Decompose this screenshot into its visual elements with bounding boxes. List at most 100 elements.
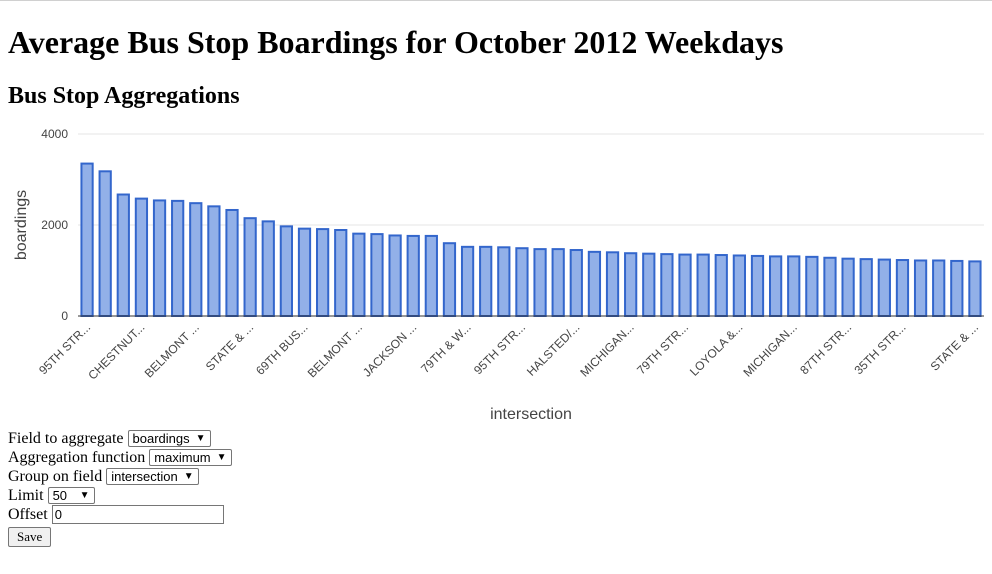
offset-input[interactable] bbox=[51, 505, 224, 524]
bar bbox=[587, 250, 602, 317]
bar bbox=[515, 247, 529, 317]
save-button[interactable]: Save bbox=[8, 527, 52, 547]
x-tick-label: STATE & ... bbox=[203, 320, 256, 373]
x-tick-label: 69TH BUS... bbox=[253, 320, 311, 378]
dropdown-arrow-icon: ▼ bbox=[79, 490, 90, 501]
x-tick-label: 79TH & W... bbox=[418, 320, 474, 376]
bar bbox=[297, 227, 312, 317]
x-tick-label: 95TH STR... bbox=[471, 320, 528, 377]
y-tick-label: 0 bbox=[61, 309, 68, 323]
bar bbox=[134, 197, 149, 317]
bar bbox=[913, 259, 928, 318]
dropdown-arrow-icon: ▼ bbox=[195, 433, 206, 444]
bar bbox=[98, 170, 112, 318]
bar bbox=[877, 258, 891, 317]
field-row: Field to aggregate boardings ▼ bbox=[8, 429, 232, 448]
limit-row: Limit 50 ▼ bbox=[8, 486, 232, 505]
x-tick-label: STATE & ... bbox=[928, 320, 981, 373]
group-row: Group on field intersection ▼ bbox=[8, 467, 232, 486]
bar bbox=[732, 254, 746, 317]
bar bbox=[442, 242, 457, 317]
bar bbox=[370, 233, 384, 317]
y-tick-label: 2000 bbox=[41, 218, 68, 232]
bar bbox=[424, 234, 438, 317]
bar bbox=[714, 254, 728, 317]
offset-row: Offset bbox=[8, 505, 232, 524]
x-tick-label: JACKSON ... bbox=[360, 320, 419, 379]
bar bbox=[460, 245, 475, 317]
x-tick-label: 87TH STR... bbox=[797, 320, 854, 377]
bar bbox=[787, 255, 801, 318]
group-on-field-label: Group on field bbox=[8, 468, 103, 485]
bar bbox=[497, 246, 511, 317]
bar bbox=[750, 254, 765, 318]
offset-label: Offset bbox=[8, 506, 48, 523]
limit-select[interactable]: 50 ▼ bbox=[47, 487, 95, 504]
x-tick-label: MICHIGAN... bbox=[577, 320, 636, 379]
group-on-field-select[interactable]: intersection ▼ bbox=[106, 468, 199, 485]
bar bbox=[678, 253, 692, 317]
bar bbox=[388, 234, 402, 317]
bar bbox=[895, 259, 910, 318]
bar bbox=[551, 248, 565, 318]
dropdown-arrow-icon: ▼ bbox=[216, 452, 227, 463]
limit-value: 50 bbox=[52, 488, 68, 503]
x-tick-label: MICHIGAN... bbox=[740, 320, 799, 379]
bar bbox=[769, 255, 783, 318]
dropdown-arrow-icon: ▼ bbox=[183, 471, 194, 482]
x-tick-label: BELMONT ... bbox=[305, 320, 365, 380]
bar bbox=[569, 249, 583, 317]
bar bbox=[605, 251, 620, 318]
page-subtitle: Bus Stop Aggregations bbox=[8, 83, 240, 109]
bar bbox=[352, 232, 366, 317]
aggregation-function-value: maximum bbox=[154, 450, 211, 465]
bar bbox=[207, 205, 221, 317]
bar bbox=[116, 193, 130, 317]
bar bbox=[533, 248, 547, 318]
field-to-aggregate-value: boardings bbox=[132, 431, 190, 446]
bar bbox=[823, 256, 837, 317]
x-tick-label: LOYOLA &... bbox=[687, 320, 745, 378]
x-tick-label: CHESTNUT... bbox=[85, 320, 147, 382]
x-axis-title: intersection bbox=[490, 406, 572, 423]
function-row: Aggregation function maximum ▼ bbox=[8, 448, 232, 467]
aggregation-function-label: Aggregation function bbox=[8, 449, 146, 466]
bar bbox=[316, 228, 330, 317]
x-tick-label: 35TH STR... bbox=[852, 320, 909, 377]
x-tick-label: HALSTED/... bbox=[524, 320, 582, 378]
bar bbox=[279, 225, 293, 317]
field-to-aggregate-label: Field to aggregate bbox=[8, 430, 124, 447]
bar bbox=[80, 162, 94, 318]
bar bbox=[406, 234, 420, 317]
bar bbox=[225, 208, 239, 317]
bar bbox=[859, 258, 873, 317]
bar bbox=[243, 217, 257, 317]
bar bbox=[261, 220, 275, 317]
group-on-field-value: intersection bbox=[111, 469, 178, 484]
bar bbox=[642, 252, 656, 317]
bar bbox=[805, 255, 819, 318]
y-tick-label: 4000 bbox=[41, 127, 68, 141]
bar bbox=[932, 259, 946, 318]
x-tick-label: 79TH STR... bbox=[634, 320, 691, 377]
bar bbox=[841, 257, 855, 317]
aggregation-function-select[interactable]: maximum ▼ bbox=[149, 449, 232, 466]
bar bbox=[950, 259, 964, 318]
bar bbox=[624, 252, 638, 318]
bar bbox=[696, 253, 710, 317]
bar bbox=[660, 253, 674, 317]
bar bbox=[968, 260, 982, 317]
limit-label: Limit bbox=[8, 487, 44, 504]
x-tick-label: 95TH STR... bbox=[36, 320, 93, 377]
top-border-line bbox=[0, 0, 992, 1]
bar bbox=[334, 229, 348, 317]
bar bbox=[171, 199, 185, 317]
field-to-aggregate-select[interactable]: boardings ▼ bbox=[127, 430, 211, 447]
aggregation-form: Field to aggregate boardings ▼ Aggregati… bbox=[8, 429, 232, 548]
bar bbox=[152, 199, 167, 317]
y-axis-title: boardings bbox=[13, 190, 30, 260]
x-tick-label: BELMONT ... bbox=[142, 320, 202, 380]
bar bbox=[479, 245, 493, 317]
save-row: Save bbox=[8, 524, 232, 548]
